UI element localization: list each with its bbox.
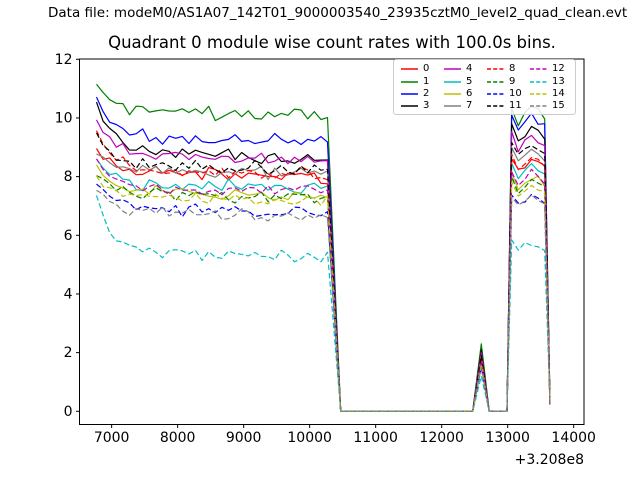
legend-entry-label: 0	[423, 63, 430, 75]
legend-line-sample	[401, 105, 418, 108]
legend-line-sample	[401, 68, 418, 70]
legend-entry-9: 9	[487, 75, 528, 87]
x-axis-ticks: 7000 8000 9000 10000 11000 12000 13000 14000	[94, 424, 596, 446]
series-line-11	[95, 132, 551, 412]
legend-line-sample	[401, 93, 418, 95]
legend-entry-label: 13	[552, 75, 565, 87]
legend-entry-label: 14	[552, 87, 565, 99]
series-line-14	[95, 175, 551, 412]
legend-entry-label: 4	[466, 63, 473, 75]
legend-line-sample	[487, 105, 504, 108]
y-tick-label: 6	[64, 228, 73, 244]
x-tick-label: 7000	[94, 430, 130, 446]
legend-entry-15: 15	[530, 100, 571, 112]
legend-entry-label: 8	[509, 63, 516, 75]
series-line-12	[95, 158, 551, 412]
legend-entry-7: 7	[444, 100, 485, 112]
series-line-1	[96, 83, 551, 412]
x-tick-label: 11000	[353, 430, 398, 446]
legend-entry-10: 10	[487, 88, 528, 100]
legend-line-sample	[530, 68, 547, 70]
legend-entry-label: 15	[552, 100, 565, 112]
legend-entry-5: 5	[444, 75, 485, 87]
x-axis-offset-label: +3.208e8	[515, 452, 584, 468]
x-tick-label: 9000	[226, 430, 262, 446]
data-file-label: Data file: modeM0/AS1A07_142T01_90000035…	[48, 5, 627, 21]
x-tick-label: 8000	[160, 430, 196, 446]
series-line-9	[96, 175, 551, 412]
y-tick-label: 12	[55, 52, 73, 68]
legend-entry-13: 13	[530, 75, 571, 87]
legend-line-sample	[487, 80, 504, 83]
legend-entry-11: 11	[487, 100, 528, 112]
legend-line-sample	[444, 93, 461, 95]
y-tick-label: 0	[64, 404, 73, 420]
legend-entry-4: 4	[444, 63, 485, 75]
legend-line-sample	[530, 93, 547, 95]
y-axis-ticks: 0 2 4 6 8 10 12	[55, 52, 80, 420]
axes-spines	[79, 58, 585, 425]
legend-entry-14: 14	[530, 88, 571, 100]
legend-entry-0: 0	[401, 63, 442, 75]
y-tick-label: 8	[64, 169, 73, 185]
legend-entry-2: 2	[401, 88, 442, 100]
legend-entry-label: 6	[466, 87, 473, 99]
legend-entry-8: 8	[487, 63, 528, 75]
series-line-8	[95, 130, 551, 412]
chart-title: Quadrant 0 module wise count rates with …	[108, 33, 556, 52]
legend-entry-label: 5	[466, 75, 473, 87]
legend-line-sample	[530, 80, 547, 83]
x-tick-label: 10000	[287, 430, 332, 446]
legend-entry-label: 10	[509, 87, 522, 99]
legend-line-sample	[444, 80, 461, 83]
y-tick-label: 2	[64, 345, 73, 361]
x-tick-label: 14000	[551, 430, 596, 446]
legend-entry-label: 11	[509, 100, 522, 112]
legend-entry-12: 12	[530, 63, 571, 75]
legend-line-sample	[487, 68, 504, 70]
legend-line-sample	[487, 93, 504, 95]
legend-entry-1: 1	[401, 75, 442, 87]
legend-entry-label: 9	[509, 75, 516, 87]
legend-line-sample	[444, 105, 461, 108]
y-tick-label: 4	[64, 286, 73, 302]
legend-line-sample	[530, 105, 547, 108]
x-tick-label: 13000	[485, 430, 530, 446]
series-lines	[95, 83, 551, 412]
legend: 0 1 2 3 4 5 6 7 8 9 10 11 12 13 14 15	[393, 59, 576, 115]
legend-entry-label: 2	[423, 87, 430, 99]
y-tick-label: 10	[55, 110, 73, 126]
legend-entry-3: 3	[401, 100, 442, 112]
legend-line-sample	[444, 68, 461, 70]
legend-entry-label: 7	[466, 100, 473, 112]
series-line-13	[95, 195, 551, 412]
series-line-15	[96, 189, 551, 412]
legend-entry-label: 12	[552, 63, 565, 75]
legend-entry-label: 1	[423, 75, 430, 87]
legend-entry-6: 6	[444, 88, 485, 100]
x-tick-label: 12000	[419, 430, 464, 446]
legend-entry-label: 3	[423, 100, 430, 112]
legend-line-sample	[401, 80, 418, 83]
